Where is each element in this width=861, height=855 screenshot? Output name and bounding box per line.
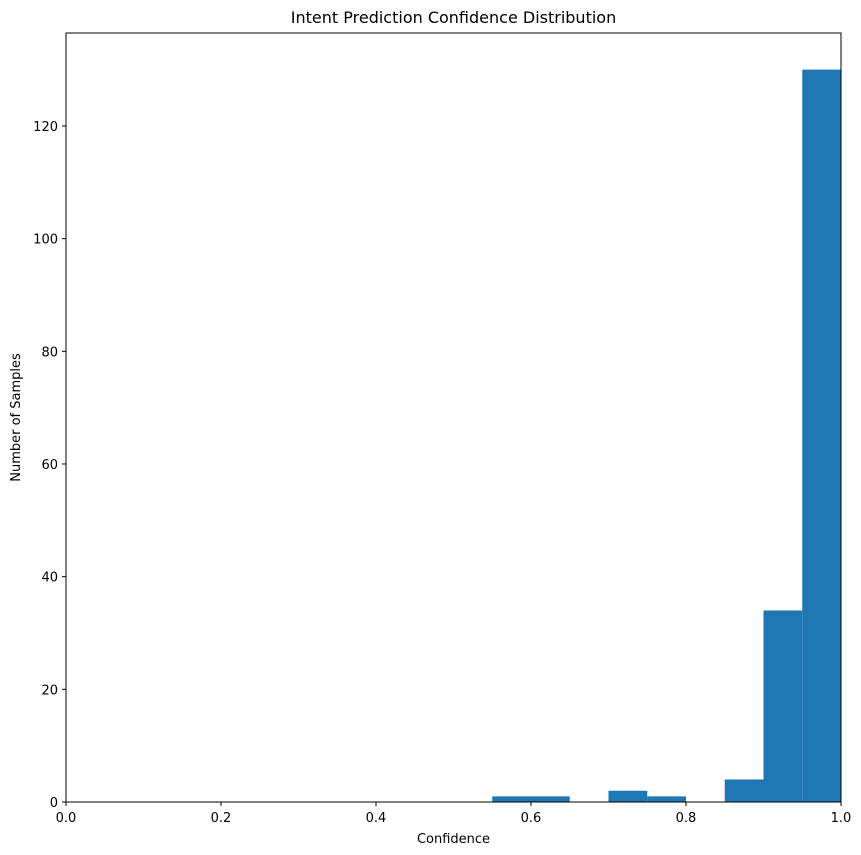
histogram-bar-6	[802, 69, 841, 803]
x-tick-label-3: 0.6	[521, 811, 542, 826]
y-axis-ticks: 0 20 40 60 80 100 120	[33, 120, 66, 811]
bars-group	[492, 69, 841, 803]
y-tick-label-1: 20	[41, 683, 58, 698]
x-tick-label-0: 0.0	[56, 811, 77, 826]
y-tick-label-5: 100	[33, 233, 58, 248]
plot-frame	[65, 32, 842, 803]
x-tick-label-5: 1.0	[831, 811, 852, 826]
x-tick-label-4: 0.8	[676, 811, 697, 826]
chart-title: Intent Prediction Confidence Distributio…	[291, 8, 616, 27]
x-tick-label-2: 0.4	[366, 811, 387, 826]
y-axis-title: Number of Samples	[9, 353, 24, 482]
histogram-bar-1	[531, 796, 570, 802]
histogram-bar-5	[763, 610, 803, 802]
histogram-bar-3	[647, 796, 686, 802]
x-axis-ticks: 0.0 0.2 0.4 0.6 0.8 1.0	[56, 802, 852, 826]
y-tick-label-3: 60	[41, 458, 58, 473]
x-axis-title: Confidence	[417, 832, 490, 847]
x-tick-label-1: 0.2	[211, 811, 232, 826]
y-tick-label-4: 80	[41, 345, 58, 360]
histogram-bar-4	[724, 779, 764, 802]
histogram-bar-0	[492, 796, 531, 802]
y-tick-label-0: 0	[50, 796, 58, 811]
y-tick-label-2: 40	[41, 571, 58, 586]
y-tick-label-6: 120	[33, 120, 58, 135]
histogram-bar-2	[608, 790, 648, 802]
